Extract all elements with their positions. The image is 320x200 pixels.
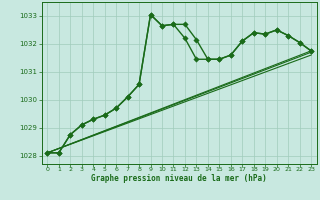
X-axis label: Graphe pression niveau de la mer (hPa): Graphe pression niveau de la mer (hPa): [91, 174, 267, 183]
